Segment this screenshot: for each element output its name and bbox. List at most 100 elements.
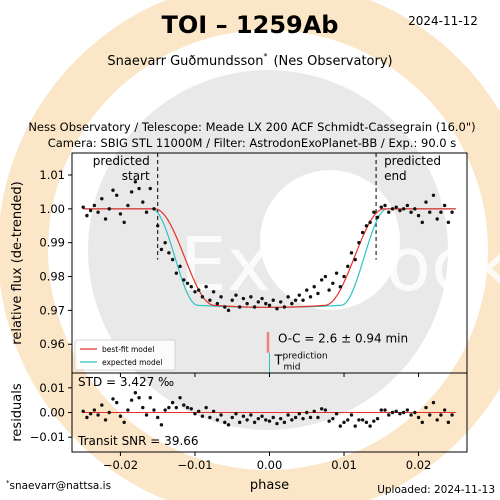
data-point — [297, 293, 302, 297]
residual-point — [424, 405, 428, 410]
y-tick-label: 0.97 — [39, 303, 65, 317]
data-point — [431, 193, 436, 198]
residual-point — [282, 420, 287, 425]
chart-title: TOI – 1259Ab — [162, 11, 339, 39]
observer-mark: * — [263, 52, 267, 61]
predicted-start-label-2: start — [122, 169, 150, 183]
predicted-end-label-2: end — [384, 169, 407, 183]
footer-email-text: snaevarr@nattsa.is — [10, 480, 112, 492]
residual-point — [267, 419, 272, 423]
residual-point — [346, 418, 350, 422]
residual-point — [189, 407, 193, 411]
data-point — [163, 240, 167, 245]
data-point — [249, 295, 253, 299]
equipment-line-2: Camera: SBIG STL 11000M / Filter: Astrod… — [48, 136, 457, 150]
residual-point — [278, 416, 283, 421]
data-point — [316, 291, 320, 296]
residual-point — [122, 420, 126, 425]
data-point — [148, 186, 152, 191]
data-point — [223, 305, 227, 309]
data-point — [126, 203, 130, 208]
data-point — [88, 208, 93, 213]
legend: best-fit model expected model — [74, 339, 176, 371]
data-point — [208, 298, 212, 302]
residual-point — [200, 414, 205, 418]
data-point — [442, 203, 447, 208]
data-point — [129, 190, 134, 194]
residual-point — [439, 413, 443, 417]
data-point — [271, 298, 275, 302]
data-point — [428, 210, 432, 214]
residual-point — [375, 416, 380, 421]
residual-point — [275, 421, 279, 426]
data-point — [156, 224, 160, 228]
residual-point — [305, 410, 309, 415]
residual-point — [293, 415, 298, 420]
residual-point — [256, 416, 261, 421]
residual-point — [185, 405, 190, 410]
data-point — [122, 220, 126, 225]
data-point — [435, 217, 439, 221]
data-point — [416, 213, 421, 218]
std-label: STD = 3.427 ‰ — [78, 375, 174, 389]
residual-point — [245, 418, 249, 422]
residual-point — [420, 420, 424, 425]
data-point — [308, 295, 313, 299]
data-point — [144, 210, 149, 214]
residual-y-tick-label: 0.01 — [39, 381, 65, 395]
residual-point — [349, 413, 354, 417]
residual-point — [260, 414, 264, 418]
residual-point — [334, 412, 339, 416]
snr-label: Transit SNR = 39.66 — [77, 434, 199, 448]
residual-point — [342, 420, 346, 425]
watermark-inner-disc — [260, 170, 400, 310]
residual-point — [129, 398, 134, 402]
data-point — [230, 298, 234, 302]
data-point — [103, 217, 108, 221]
residual-point — [196, 409, 201, 413]
data-point — [379, 205, 383, 209]
residual-point — [442, 408, 447, 412]
residual-point — [126, 408, 130, 412]
residual-point — [431, 400, 436, 405]
data-point — [275, 306, 279, 311]
residual-point — [353, 424, 357, 428]
residual-point — [368, 424, 372, 428]
data-point — [204, 284, 208, 289]
data-point — [256, 300, 261, 304]
residual-point — [409, 413, 413, 417]
residual-point — [103, 418, 108, 422]
residual-point — [252, 420, 257, 425]
data-point — [390, 207, 395, 211]
data-point — [118, 212, 123, 216]
data-point — [360, 230, 365, 235]
residual-point — [204, 405, 208, 410]
residual-point — [364, 420, 369, 425]
x-tick-label: −0.02 — [103, 458, 138, 472]
legend-label: best-fit model — [102, 345, 154, 354]
data-point — [319, 278, 324, 282]
residual-point — [413, 410, 417, 415]
residual-point — [390, 410, 395, 415]
data-point — [364, 224, 369, 228]
data-point — [133, 180, 138, 184]
residual-point — [230, 415, 234, 420]
footer-email: *snaevarr@nattsa.is — [6, 479, 111, 492]
data-point — [152, 207, 156, 211]
y-tick-label: 1.00 — [39, 202, 65, 216]
residual-point — [141, 405, 145, 410]
residual-point — [241, 414, 246, 418]
residual-point — [312, 409, 316, 413]
residual-point — [372, 419, 376, 423]
residual-point — [219, 413, 223, 417]
residual-point — [156, 415, 160, 420]
data-point — [252, 305, 257, 309]
data-point — [267, 303, 272, 308]
data-point — [245, 301, 249, 306]
y-tick-label: 0.99 — [39, 236, 65, 250]
residual-point — [360, 418, 365, 422]
data-point — [282, 305, 287, 309]
residuals-panel: −0.01 0.00 0.01 −0.02 −0.01 0.00 0.01 0.02 STD =… — [10, 372, 468, 493]
data-point — [241, 296, 246, 301]
residual-point — [226, 423, 231, 427]
